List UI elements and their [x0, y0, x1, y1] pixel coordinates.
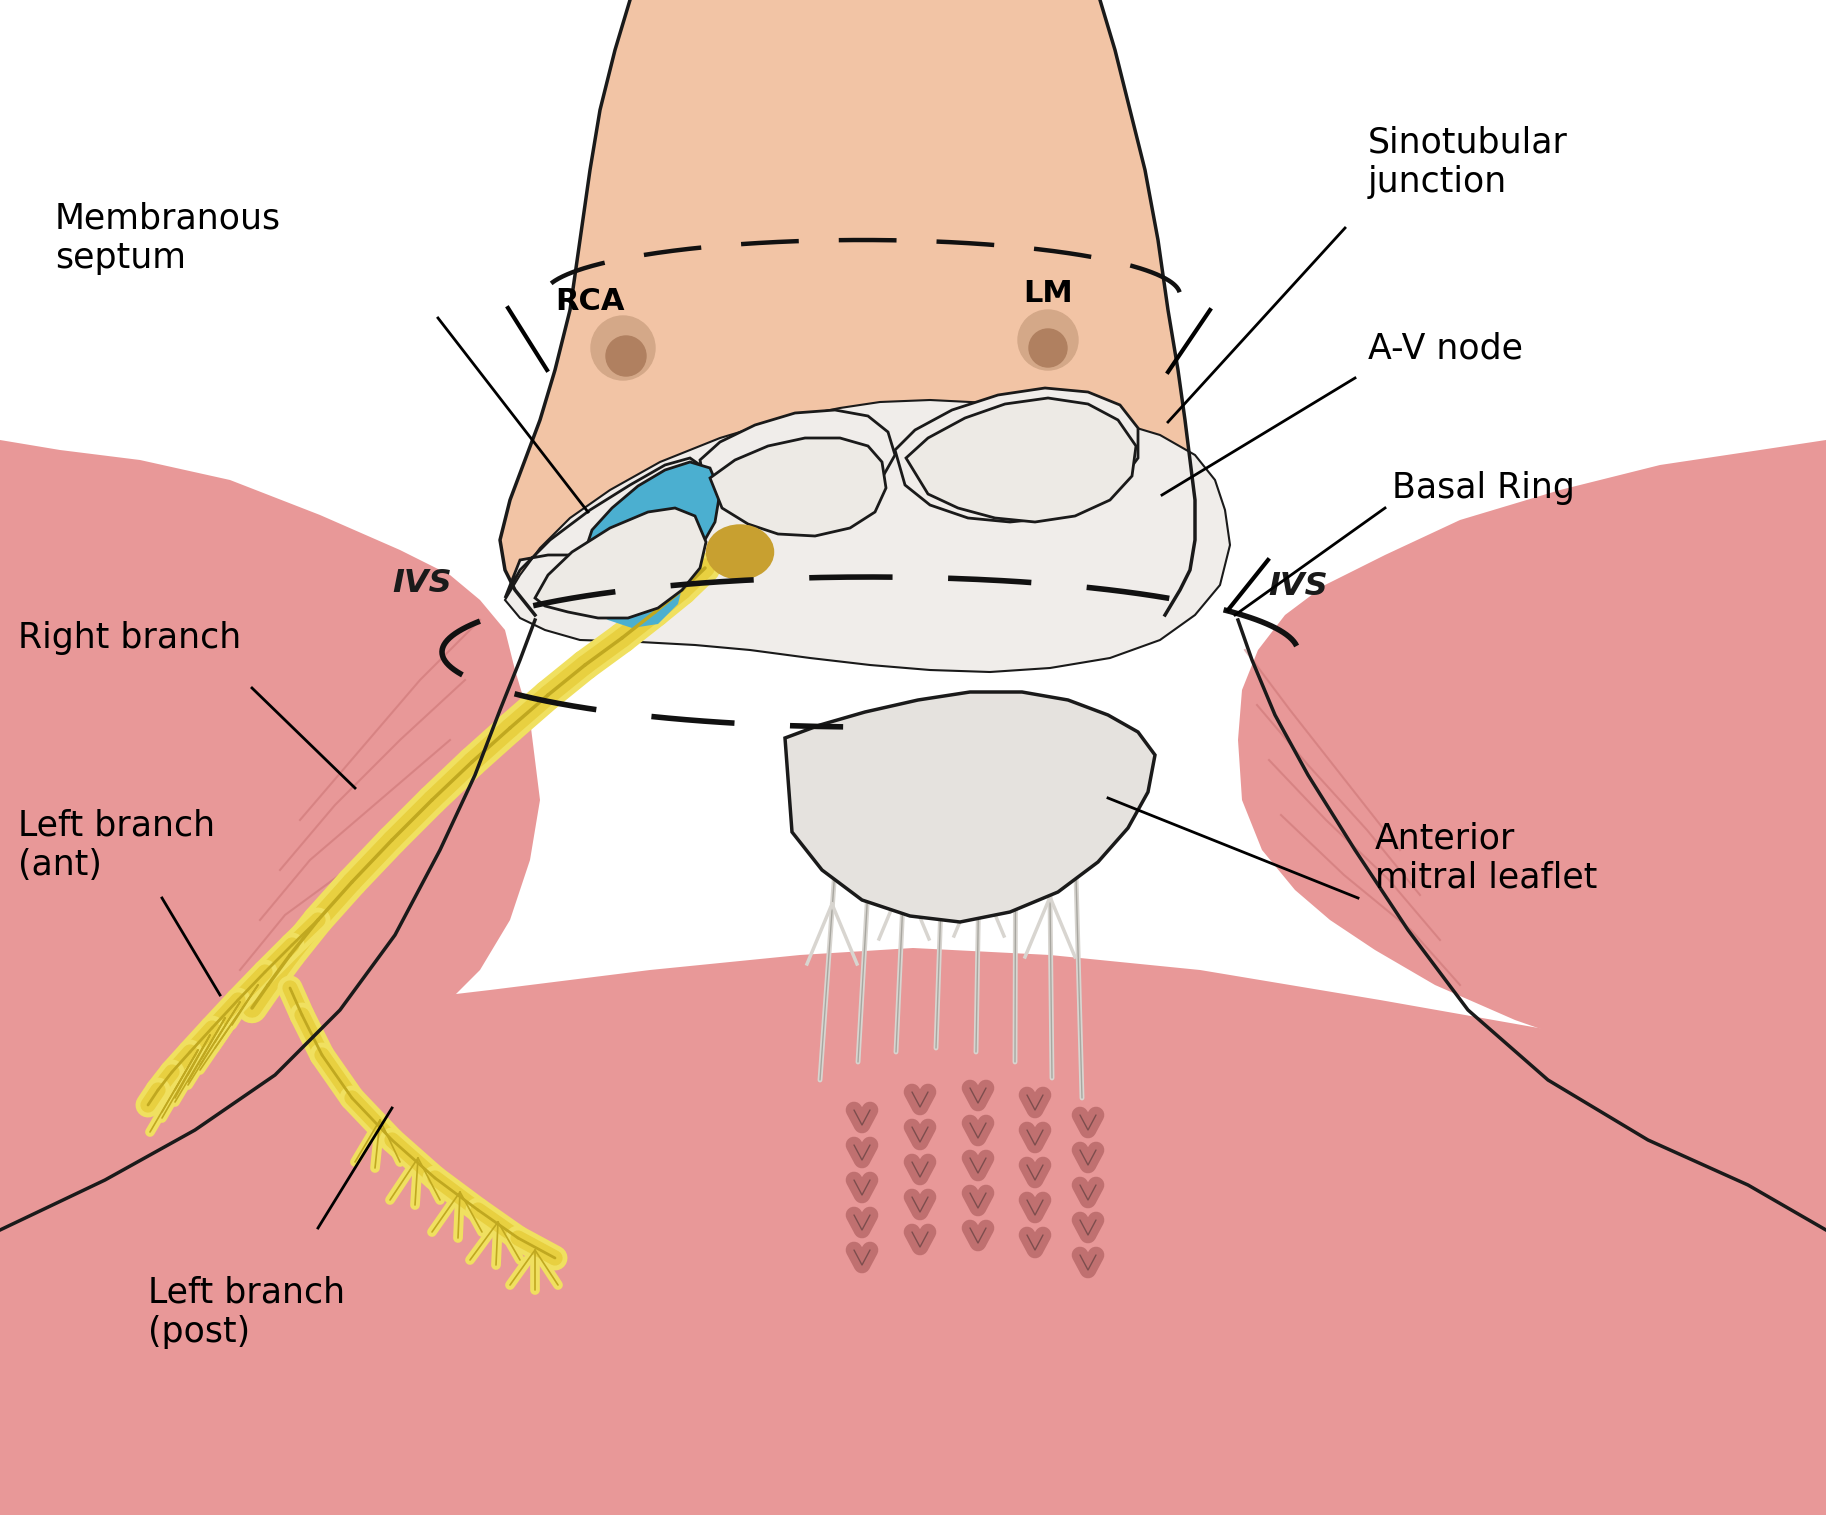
Polygon shape [586, 529, 687, 629]
Polygon shape [506, 458, 699, 598]
Text: LM: LM [1023, 279, 1074, 308]
Text: Sinotubular
junction: Sinotubular junction [1368, 126, 1569, 198]
Polygon shape [785, 692, 1156, 923]
Text: IVS: IVS [393, 568, 451, 598]
Ellipse shape [707, 526, 772, 579]
Text: Right branch: Right branch [18, 621, 241, 654]
Circle shape [592, 317, 656, 380]
Text: A-V node: A-V node [1368, 330, 1523, 365]
Polygon shape [699, 411, 895, 512]
Text: Left branch
(ant): Left branch (ant) [18, 809, 215, 882]
Circle shape [606, 336, 646, 376]
Polygon shape [895, 388, 1138, 523]
Circle shape [1019, 311, 1077, 370]
Polygon shape [582, 462, 719, 586]
Polygon shape [1238, 439, 1826, 1515]
Polygon shape [500, 0, 1194, 615]
Text: RCA: RCA [555, 286, 624, 317]
Polygon shape [710, 438, 886, 536]
Text: IVS: IVS [1269, 571, 1328, 601]
Polygon shape [0, 439, 540, 1515]
Text: Left branch
(post): Left branch (post) [148, 1276, 345, 1348]
Polygon shape [0, 948, 1826, 1515]
Polygon shape [906, 398, 1136, 523]
Circle shape [1030, 329, 1066, 367]
Text: Anterior
mitral leaflet: Anterior mitral leaflet [1375, 821, 1598, 895]
Polygon shape [535, 508, 707, 618]
Text: Basal Ring: Basal Ring [1391, 471, 1574, 504]
Text: Membranous
septum: Membranous septum [55, 201, 281, 274]
Polygon shape [506, 400, 1231, 673]
